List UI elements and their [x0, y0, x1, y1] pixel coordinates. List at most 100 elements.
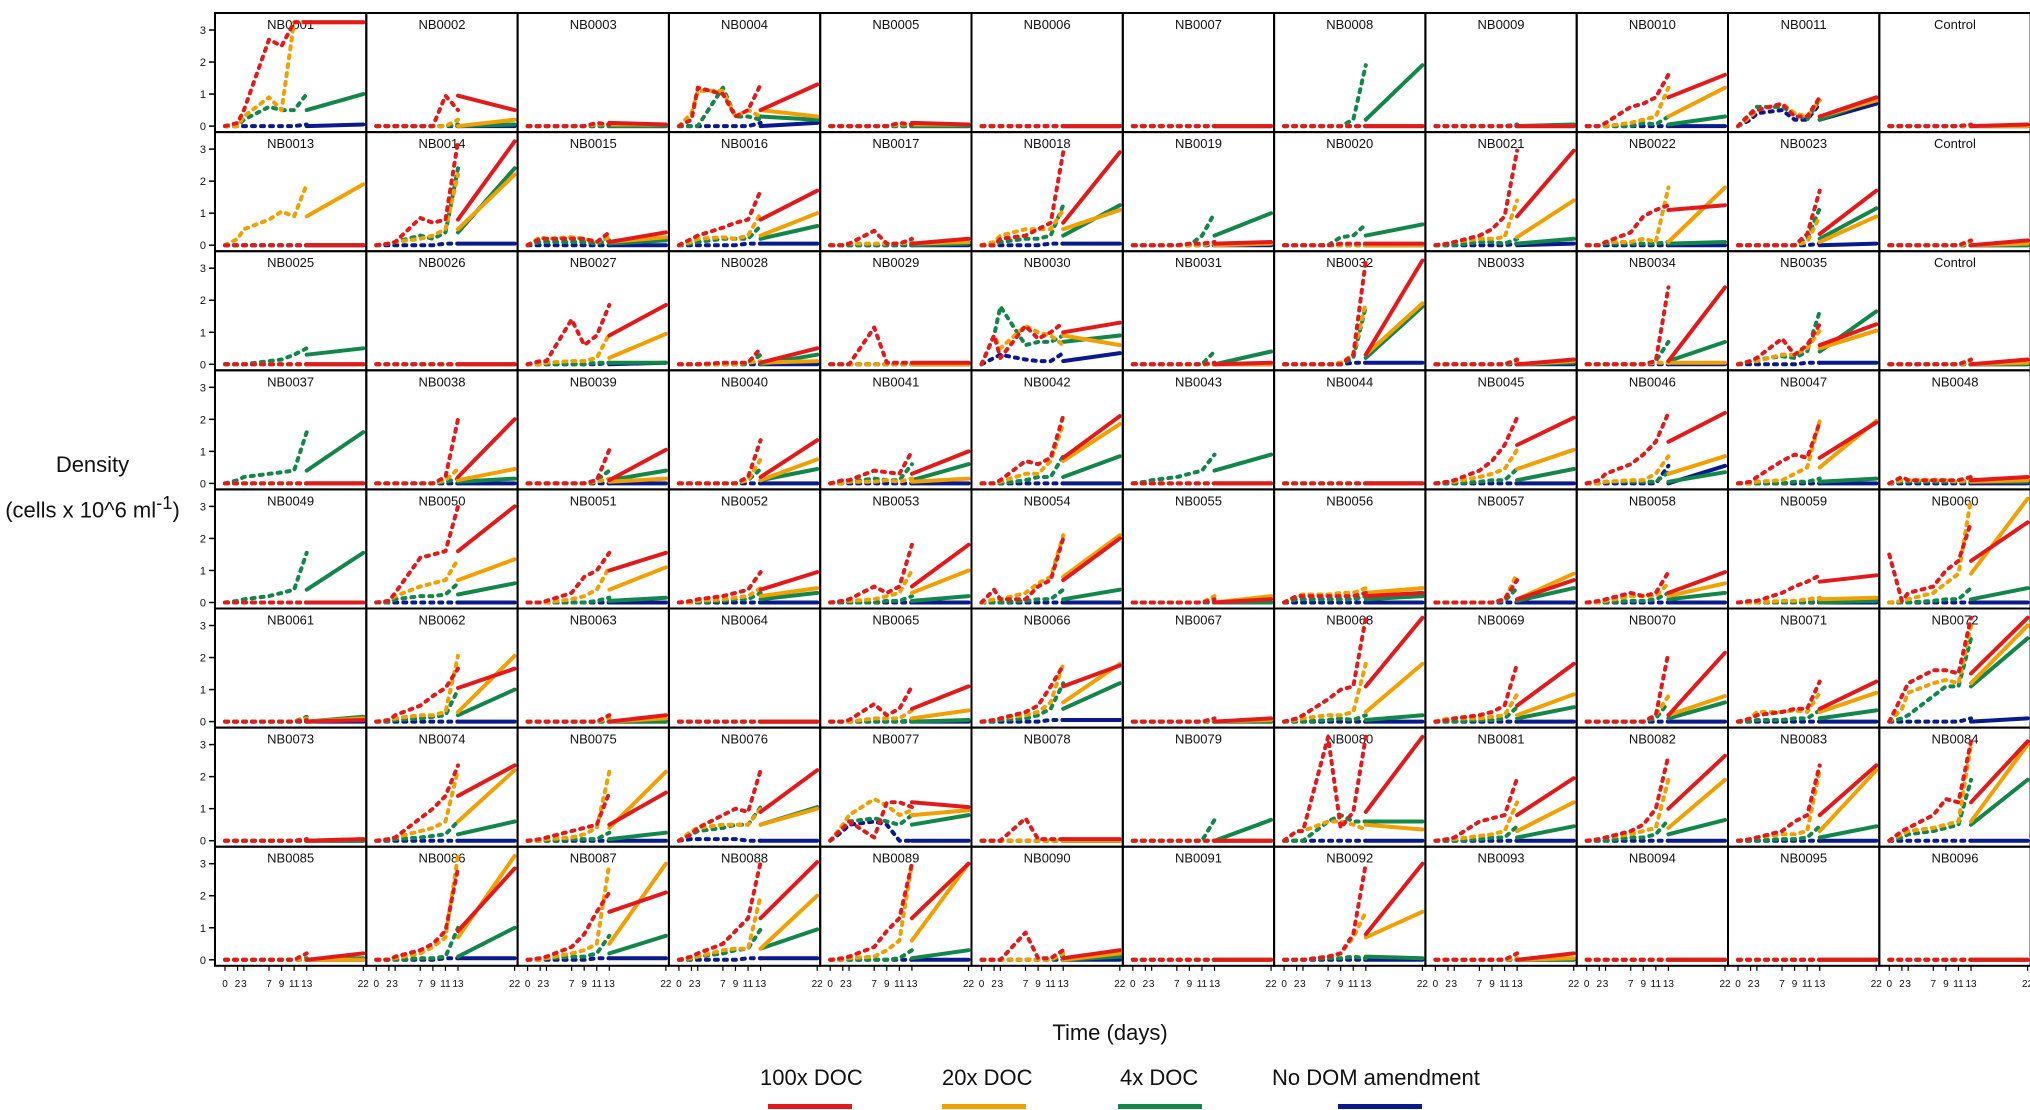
- panel-title: NB0050: [418, 493, 465, 508]
- series-line-late: [758, 114, 820, 122]
- legend-label-4x-doc: 4x DOC: [1120, 1065, 1199, 1090]
- series-line-late: [1515, 705, 1576, 721]
- y-tick-label: 3: [200, 501, 206, 513]
- series-line-early: [1736, 679, 1822, 724]
- panel: NB0009: [1424, 12, 1578, 134]
- series-line-late: [1969, 496, 2030, 576]
- series-line-late: [1363, 861, 1425, 937]
- series-line-early: [1887, 357, 1973, 367]
- series-line-early: [1282, 241, 1368, 248]
- panel-title: NB0054: [1024, 493, 1071, 508]
- series-line-early: [1584, 410, 1671, 486]
- legend-label-100x-doc: 100x DOC: [760, 1065, 863, 1090]
- panel-title: NB0093: [1478, 851, 1525, 866]
- series-line-early: [1736, 95, 1822, 129]
- series-line-late: [1666, 72, 1727, 100]
- series-line-late: [1969, 716, 2030, 724]
- series-line-early: [525, 550, 612, 605]
- x-tick-label: 7: [569, 979, 575, 990]
- series-line-late: [1969, 777, 2030, 827]
- x-tick-label: 0: [1735, 979, 1741, 990]
- series-line-late: [1061, 681, 1122, 711]
- panel-title: NB0002: [418, 17, 465, 32]
- x-tick-label: 0: [222, 979, 228, 990]
- panel-title: NB0007: [1175, 17, 1222, 32]
- series-line-early: [676, 188, 763, 248]
- series-line-early: [979, 320, 1066, 367]
- panel-title: NB0056: [1326, 493, 1373, 508]
- series-line-late: [909, 120, 971, 127]
- panel-frame: [1878, 845, 2030, 967]
- series-line-early: [1584, 454, 1671, 486]
- x-tick-label: 13: [1965, 979, 1977, 990]
- series-line-late: [1061, 351, 1122, 364]
- series-line-late: [1817, 188, 1879, 236]
- panel: NB0058: [1575, 488, 1729, 610]
- series-line-early: [1736, 763, 1822, 843]
- series-line-late: [1666, 339, 1727, 364]
- panel: NB0059: [1727, 488, 1881, 610]
- panel-title: NB0023: [1780, 136, 1827, 151]
- x-tick-label: 3: [1754, 979, 1760, 990]
- panel: NB0022: [1575, 131, 1729, 253]
- panel: NB0049 0 1 2 3: [200, 488, 368, 610]
- series-line-late: [1666, 203, 1727, 212]
- x-tick-label: 22: [2022, 979, 2030, 990]
- y-tick-label: 0: [200, 478, 206, 490]
- series-line-late: [758, 359, 820, 365]
- panel-title: NB0065: [872, 613, 919, 628]
- x-tick-label: 13: [906, 979, 918, 990]
- series-line-late: [607, 595, 668, 603]
- panel: NB0073 0 1 2 3: [200, 726, 368, 848]
- series-line-late: [1666, 85, 1727, 119]
- series-line-late: [607, 713, 668, 724]
- panel: NB0086 0 2 3 7 9 11 13 22: [365, 845, 521, 990]
- series-line-late: [758, 893, 820, 951]
- series-line-late: [758, 438, 820, 479]
- series-line-late: [1212, 360, 1274, 367]
- series-line-late: [758, 570, 820, 592]
- series-line-early: [1282, 861, 1368, 962]
- series-line-late: [1666, 581, 1727, 599]
- series-line-late: [1666, 185, 1727, 244]
- x-tick-label: 3: [695, 979, 701, 990]
- series-line-early: [1282, 909, 1368, 962]
- panel: NB0064: [667, 607, 822, 729]
- series-line-late: [1969, 520, 2030, 563]
- x-tick-label: 3: [1603, 979, 1609, 990]
- x-tick-label: 9: [1489, 979, 1495, 990]
- series-line-late: [304, 550, 366, 592]
- legend-swatch-100x-doc: [768, 1104, 852, 1109]
- x-tick-label: 7: [1023, 979, 1029, 990]
- panel: NB0093 0 2 3 7 9 11 13 22: [1424, 845, 1580, 990]
- series-line-late: [758, 860, 820, 921]
- x-tick-label: 11: [592, 979, 603, 990]
- y-tick-label: 3: [200, 25, 206, 37]
- panel: NB0078: [970, 726, 1124, 848]
- y-tick-label: 0: [200, 717, 206, 729]
- series-line-early: [1282, 590, 1368, 605]
- series-line-late: [1061, 422, 1122, 463]
- series-line-late: [1817, 206, 1879, 241]
- series-line-late: [456, 763, 517, 798]
- y-tick-label: 1: [200, 804, 206, 816]
- series-line-early: [676, 860, 763, 962]
- series-line-late: [1212, 452, 1274, 473]
- series-line-late: [607, 830, 668, 842]
- series-line-early: [223, 20, 309, 129]
- series-line-late: [607, 331, 668, 360]
- panel-title: NB0053: [872, 493, 919, 508]
- series-line-late: [909, 861, 971, 921]
- series-line-early: [525, 447, 612, 486]
- panel: NB0080: [1273, 726, 1427, 848]
- x-tick-label: 3: [392, 979, 398, 990]
- panel: NB0069: [1424, 607, 1578, 729]
- series-line-late: [607, 120, 668, 127]
- panel: NB0031: [1121, 250, 1276, 372]
- y-tick-label: 2: [200, 295, 206, 307]
- panel-title: NB0038: [418, 374, 465, 389]
- y-axis-label-exponent: -1: [156, 492, 173, 513]
- x-tick-label: 3: [846, 979, 852, 990]
- panel-title: NB0077: [872, 732, 919, 747]
- series-line-late: [909, 476, 971, 484]
